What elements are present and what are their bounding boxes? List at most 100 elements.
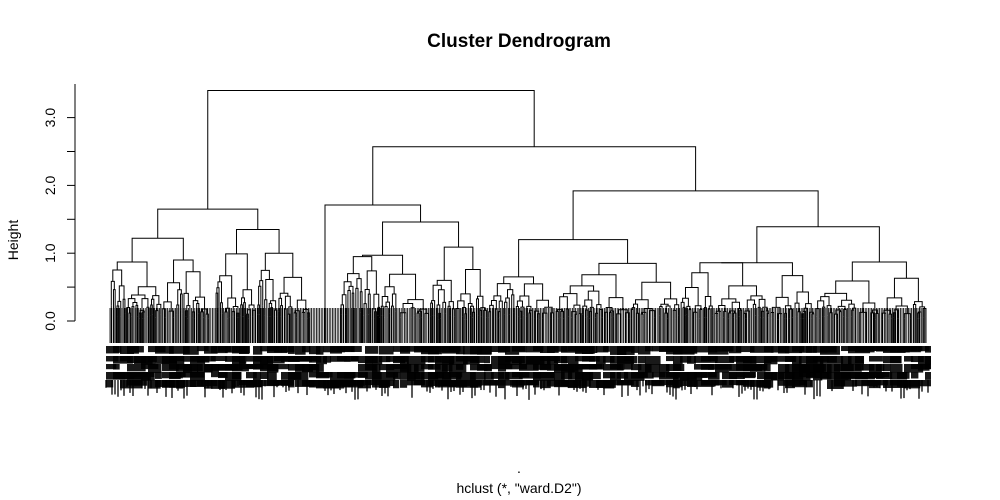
- leaf-label-mark: [589, 364, 605, 370]
- leaf-label-mark: [568, 356, 579, 365]
- leaf-label-mark: [512, 346, 526, 352]
- leaf-label-mark: [393, 380, 400, 389]
- leaf-label-mark: [456, 372, 476, 381]
- leaf-label-mark: [435, 372, 445, 379]
- leaf-label-mark: [624, 356, 631, 362]
- leaf-label-mark: [477, 364, 488, 371]
- merge-branch: [559, 296, 568, 310]
- leaf-label-mark: [267, 372, 277, 381]
- merge-branch: [835, 280, 870, 303]
- leaf-label-mark: [155, 372, 162, 379]
- leaf-label-mark: [631, 346, 639, 353]
- leaf-label-mark: [561, 356, 568, 364]
- merge-branch: [465, 268, 481, 297]
- leaf-label-mark: [218, 372, 228, 379]
- leaf-label-mark: [855, 364, 864, 371]
- leaf-label-mark: [911, 356, 924, 363]
- leaf-label-mark: [400, 356, 409, 365]
- leaf-label-mark: [344, 372, 355, 379]
- leaf-label-mark: [127, 364, 146, 372]
- leaf-label-mark: [393, 372, 401, 380]
- leaf-label-mark: [596, 346, 609, 353]
- leaf-label-mark: [197, 356, 210, 363]
- leaf-label-mark: [330, 346, 342, 354]
- leaf-label-mark: [841, 356, 852, 365]
- merge-branch: [443, 246, 474, 281]
- leaf-label-mark: [176, 372, 186, 378]
- leaf-label-mark: [890, 380, 903, 386]
- method-sublabel: hclust (*, "ward.D2"): [456, 480, 581, 496]
- merge-branch: [781, 275, 804, 298]
- leaf-label-mark: [890, 364, 903, 373]
- leaf-label-mark: [428, 346, 439, 355]
- leaf-label-mark: [512, 356, 525, 364]
- leaf-label-mark: [638, 346, 651, 355]
- leaf-label-mark: [897, 372, 910, 379]
- leaf-label-mark: [582, 372, 592, 381]
- leaf-label-mark: [484, 356, 491, 364]
- leaf-label-mark: [393, 364, 407, 370]
- merge-branch: [432, 284, 442, 301]
- leaf-label-mark: [442, 356, 455, 364]
- leaf-label-mark: [218, 346, 231, 352]
- leaf-label-mark: [344, 346, 354, 352]
- leaf-label-mark: [799, 380, 808, 386]
- leaf-label-mark: [715, 364, 729, 373]
- leaf-label-mark: [176, 356, 184, 362]
- leaf-label-mark: [680, 356, 692, 363]
- leaf-label-mark: [267, 364, 279, 373]
- merge-branch: [217, 281, 222, 303]
- leaf-label-mark: [589, 372, 601, 380]
- leaf-label-mark: [358, 380, 372, 389]
- merge-branch: [699, 262, 744, 286]
- merge-branch: [503, 276, 535, 284]
- leaf-label-mark: [645, 364, 652, 373]
- leaf-label-mark: [386, 372, 399, 378]
- leaf-label-mark: [414, 364, 425, 372]
- leaf-label-mark: [722, 346, 734, 352]
- merge-branch: [796, 291, 809, 304]
- leaf-label-mark: [533, 380, 540, 388]
- leaf-label-mark: [400, 346, 411, 354]
- leaf-label-mark: [498, 364, 507, 372]
- merge-branch: [490, 299, 497, 310]
- leaf-label-mark: [582, 346, 593, 354]
- leaf-label-mark: [603, 356, 615, 363]
- merge-branch: [382, 221, 460, 256]
- leaf-label-mark: [603, 380, 615, 389]
- leaf-label-mark: [351, 346, 362, 352]
- merge-branch: [373, 293, 380, 309]
- y-axis-label: Height: [5, 220, 21, 261]
- leaf-label-mark: [309, 364, 319, 371]
- y-tick-label: 1.0: [42, 243, 58, 263]
- leaf-label-mark: [127, 346, 139, 354]
- leaf-label-mark: [498, 346, 507, 353]
- leaf-label-mark: [827, 346, 837, 353]
- leaf-label-mark: [421, 356, 434, 363]
- leaf-label-mark: [925, 356, 931, 364]
- leaf-label-mark: [911, 346, 923, 352]
- leaf-label-mark: [736, 380, 750, 386]
- leaf-label-mark: [764, 380, 771, 389]
- leaf-label-mark: [323, 356, 332, 363]
- leaf-label-mark: [414, 380, 426, 386]
- leaf-label-mark: [148, 372, 155, 381]
- merge-branch: [728, 285, 757, 299]
- leaf-label-mark: [365, 364, 376, 371]
- leaf-label-mark: [183, 380, 197, 387]
- leaf-label-mark: [764, 364, 771, 372]
- leaf-label-mark: [288, 380, 295, 388]
- leaf-label-mark: [281, 380, 295, 386]
- merge-branch: [225, 253, 248, 290]
- merge-branch: [407, 299, 424, 310]
- leaf-label-mark: [687, 372, 697, 380]
- leaf-label-mark: [771, 356, 795, 362]
- leaf-label-mark: [904, 380, 921, 389]
- leaf-label-mark: [316, 364, 324, 372]
- leaf-label-mark: [554, 346, 568, 352]
- leaf-label-mark: [701, 364, 714, 370]
- leaf-label-mark: [288, 372, 309, 381]
- merge-branch: [563, 293, 578, 306]
- merge-branch: [131, 294, 146, 299]
- leaf-label-mark: [337, 356, 347, 362]
